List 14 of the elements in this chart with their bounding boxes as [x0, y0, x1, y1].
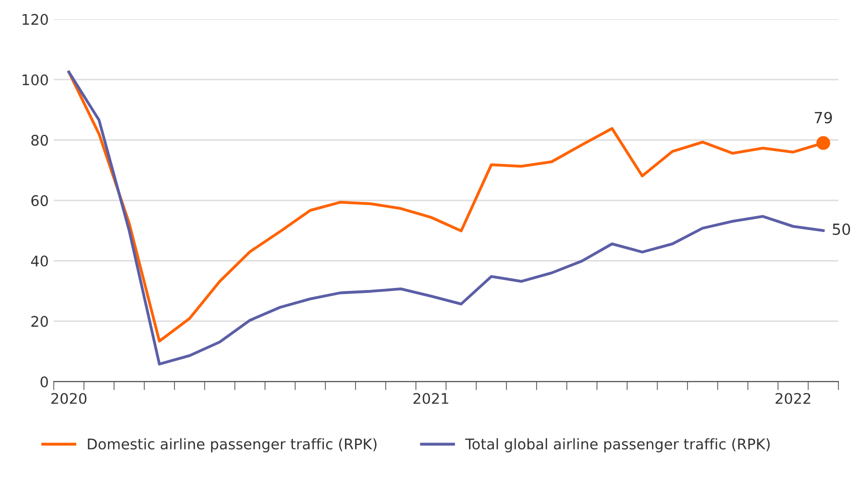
legend-label: Total global airline passenger traffic (RPK) [465, 438, 770, 452]
y-tick-label: 80 [31, 134, 48, 146]
y-tick-label: 120 [22, 14, 48, 25]
data-label: 50 [832, 223, 850, 236]
x-tick-label: 2022 [776, 392, 810, 404]
y-tick-label: 100 [22, 74, 48, 86]
y-tick-label: 20 [31, 316, 48, 327]
y-tick-label: 40 [31, 256, 48, 267]
x-tick-label: 2021 [413, 392, 448, 404]
y-tick-label: 60 [31, 195, 48, 206]
legend-label: Domestic airline passenger traffic (RPK) [88, 438, 376, 452]
data-label: 79 [814, 112, 832, 124]
x-tick-label: 2020 [51, 392, 86, 404]
y-tick-label: 0 [40, 376, 48, 388]
